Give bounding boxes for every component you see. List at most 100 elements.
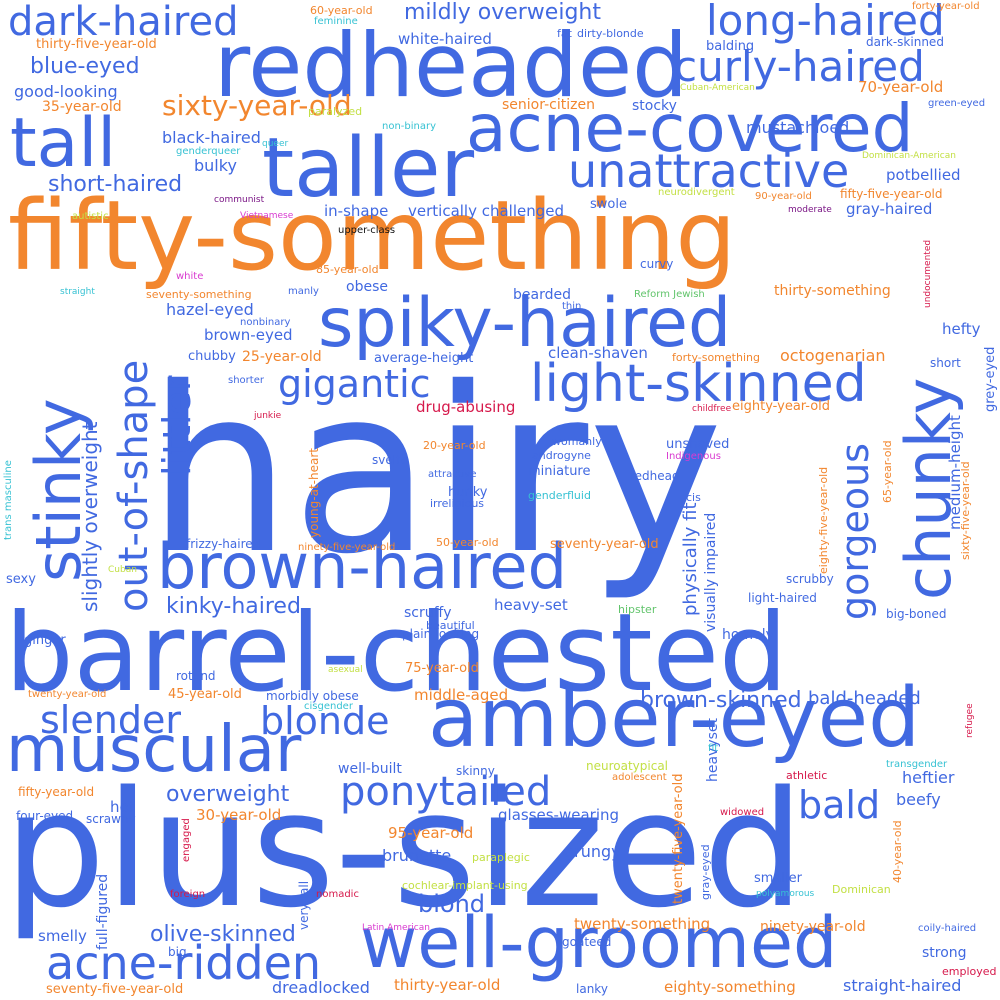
word-eighty-something: eighty-something	[664, 978, 796, 996]
word-homely: homely	[722, 627, 774, 643]
word-big-boned: big-boned	[886, 607, 947, 621]
word-ninety-five-year-old: ninety-five-year-old	[298, 542, 396, 553]
word-olive-skinned: olive-skinned	[150, 922, 296, 947]
word-morbidly-obese: morbidly obese	[266, 689, 359, 703]
word-littler: littler	[155, 375, 199, 476]
word-nonbinary: nonbinary	[240, 317, 291, 328]
word-hot: hot	[110, 798, 135, 816]
word-thirty-five-year-old: thirty-five-year-old	[36, 37, 157, 52]
word-drug-abusing: drug-abusing	[416, 398, 516, 416]
word-glasses-wearing: glasses-wearing	[498, 806, 620, 824]
word-bulky: bulky	[194, 156, 237, 175]
word-curvy: curvy	[640, 257, 674, 271]
word-45-year-old: 45-year-old	[168, 687, 242, 702]
word-strong: strong	[922, 945, 967, 961]
word-cisgender: cisgender	[304, 701, 353, 712]
word-light-skinned: light-skinned	[530, 354, 867, 414]
word-vertically-challenged: vertically challenged	[408, 202, 565, 220]
word-svelte: svelte	[372, 453, 409, 467]
word-plain-looking: plain-looking	[402, 627, 480, 641]
word-seventy-something: seventy-something	[146, 288, 252, 301]
word-amber-eyed: amber-eyed	[428, 671, 921, 766]
word-gray-eyed: gray-eyed	[699, 844, 712, 900]
word-65-year-old: 65-year-old	[881, 440, 894, 503]
word-trans-masculine: trans masculine	[3, 460, 14, 540]
word-physically-fit: physically fit	[680, 502, 701, 616]
word-85-year-old: 85-year-old	[316, 263, 379, 276]
word-white-haired: white-haired	[398, 30, 492, 48]
word-short-haired: short-haired	[48, 172, 183, 197]
word-scrawny: scrawny	[86, 812, 136, 826]
word-grey-eyed: grey-eyed	[983, 346, 998, 412]
word-heftier: heftier	[902, 768, 955, 787]
word-redheaded: redheaded	[214, 14, 688, 117]
word-white: white	[176, 271, 204, 282]
word-black-haired: black-haired	[162, 128, 261, 147]
word-curly-haired: curly-haired	[674, 42, 925, 91]
word-smaller: smaller	[754, 871, 802, 886]
word-fifty-something: fifty-something	[8, 180, 737, 292]
word-communist: communist	[214, 195, 265, 205]
word-eighty-five-year-old: eighty-five-year-old	[817, 466, 830, 574]
word-gorgeous: gorgeous	[833, 443, 877, 620]
word-well-built: well-built	[338, 761, 402, 777]
word-senior-citizen: senior-citizen	[502, 97, 595, 113]
word-ponytailed: ponytailed	[340, 769, 552, 815]
word-neuroatypical: neuroatypical	[586, 759, 669, 773]
word-lanky: lanky	[576, 982, 608, 996]
word-kinky-haired: kinky-haired	[166, 594, 301, 619]
word-hazel-eyed: hazel-eyed	[166, 300, 254, 319]
word-fifty-year-old: fifty-year-old	[18, 785, 95, 799]
word-mildly-overweight: mildly overweight	[404, 0, 601, 25]
word-fat: fat	[557, 27, 572, 40]
word-spiky-haired: spiky-haired	[318, 284, 732, 363]
word-redhead: redhead	[630, 469, 680, 483]
word-sixty-year-old: sixty-year-old	[162, 89, 352, 122]
word-refugee: refugee	[965, 703, 975, 738]
word-40-year-old: 40-year-old	[891, 820, 904, 883]
word-balding: balding	[706, 39, 755, 54]
word-androgyne: androgyne	[532, 449, 591, 462]
word-undocumented: undocumented	[923, 239, 933, 308]
word-in-shape: in-shape	[324, 202, 389, 220]
word-Vietnamese: Vietnamese	[240, 211, 294, 221]
word-non-binary: non-binary	[382, 121, 437, 132]
word-middle-aged: middle-aged	[414, 686, 509, 704]
word-cochlear-implant-using: cochlear-implant-using	[402, 879, 528, 892]
word-visually-impaired: visually impaired	[703, 512, 719, 632]
word-taller: taller	[262, 121, 475, 216]
word-brown-haired: brown-haired	[157, 530, 567, 603]
word-forty-year-old: forty-year-old	[912, 1, 980, 12]
word-upper-class: upper-class	[338, 225, 396, 236]
word-full-figured: full-figured	[95, 873, 111, 950]
word-transgender: transgender	[886, 759, 948, 770]
word-clean-shaven: clean-shaven	[548, 344, 648, 362]
word-30-year-old: 30-year-old	[196, 806, 282, 824]
word-well-groomed: well-groomed	[360, 902, 838, 984]
word-mustachioed: mustachioed	[746, 118, 850, 137]
word-green-eyed: green-eyed	[928, 98, 986, 109]
word-grungy: grungy	[564, 842, 621, 861]
word-gray-haired: gray-haired	[846, 200, 933, 218]
word-chubby: chubby	[188, 349, 236, 364]
word-potbellied: potbellied	[886, 166, 961, 184]
word-coily-haired: coily-haired	[918, 923, 977, 934]
word-seventy-year-old: seventy-year-old	[550, 537, 659, 552]
word-brown-skinned: brown-skinned	[640, 688, 802, 713]
word-very-tall: very tall	[297, 880, 311, 930]
word-swole: swole	[590, 197, 627, 212]
word-heavy-set: heavy-set	[494, 596, 568, 614]
word-Cuban-American: Cuban-American	[680, 83, 755, 93]
word-shorter: shorter	[228, 375, 264, 386]
word-beefy: beefy	[896, 790, 941, 809]
word-20-year-old: 20-year-old	[423, 439, 486, 452]
word-ninety-year-old: ninety-year-old	[760, 919, 866, 935]
word-bald: bald	[798, 783, 881, 827]
word-Dominican-American: Dominican-American	[862, 151, 956, 161]
word-slightly-overweight: slightly overweight	[78, 421, 102, 612]
word-manly: manly	[288, 286, 319, 297]
word-sexy: sexy	[6, 572, 36, 587]
word-miniature: miniature	[528, 464, 591, 479]
word-stocky: stocky	[632, 98, 677, 114]
word-athletic: athletic	[786, 769, 828, 782]
